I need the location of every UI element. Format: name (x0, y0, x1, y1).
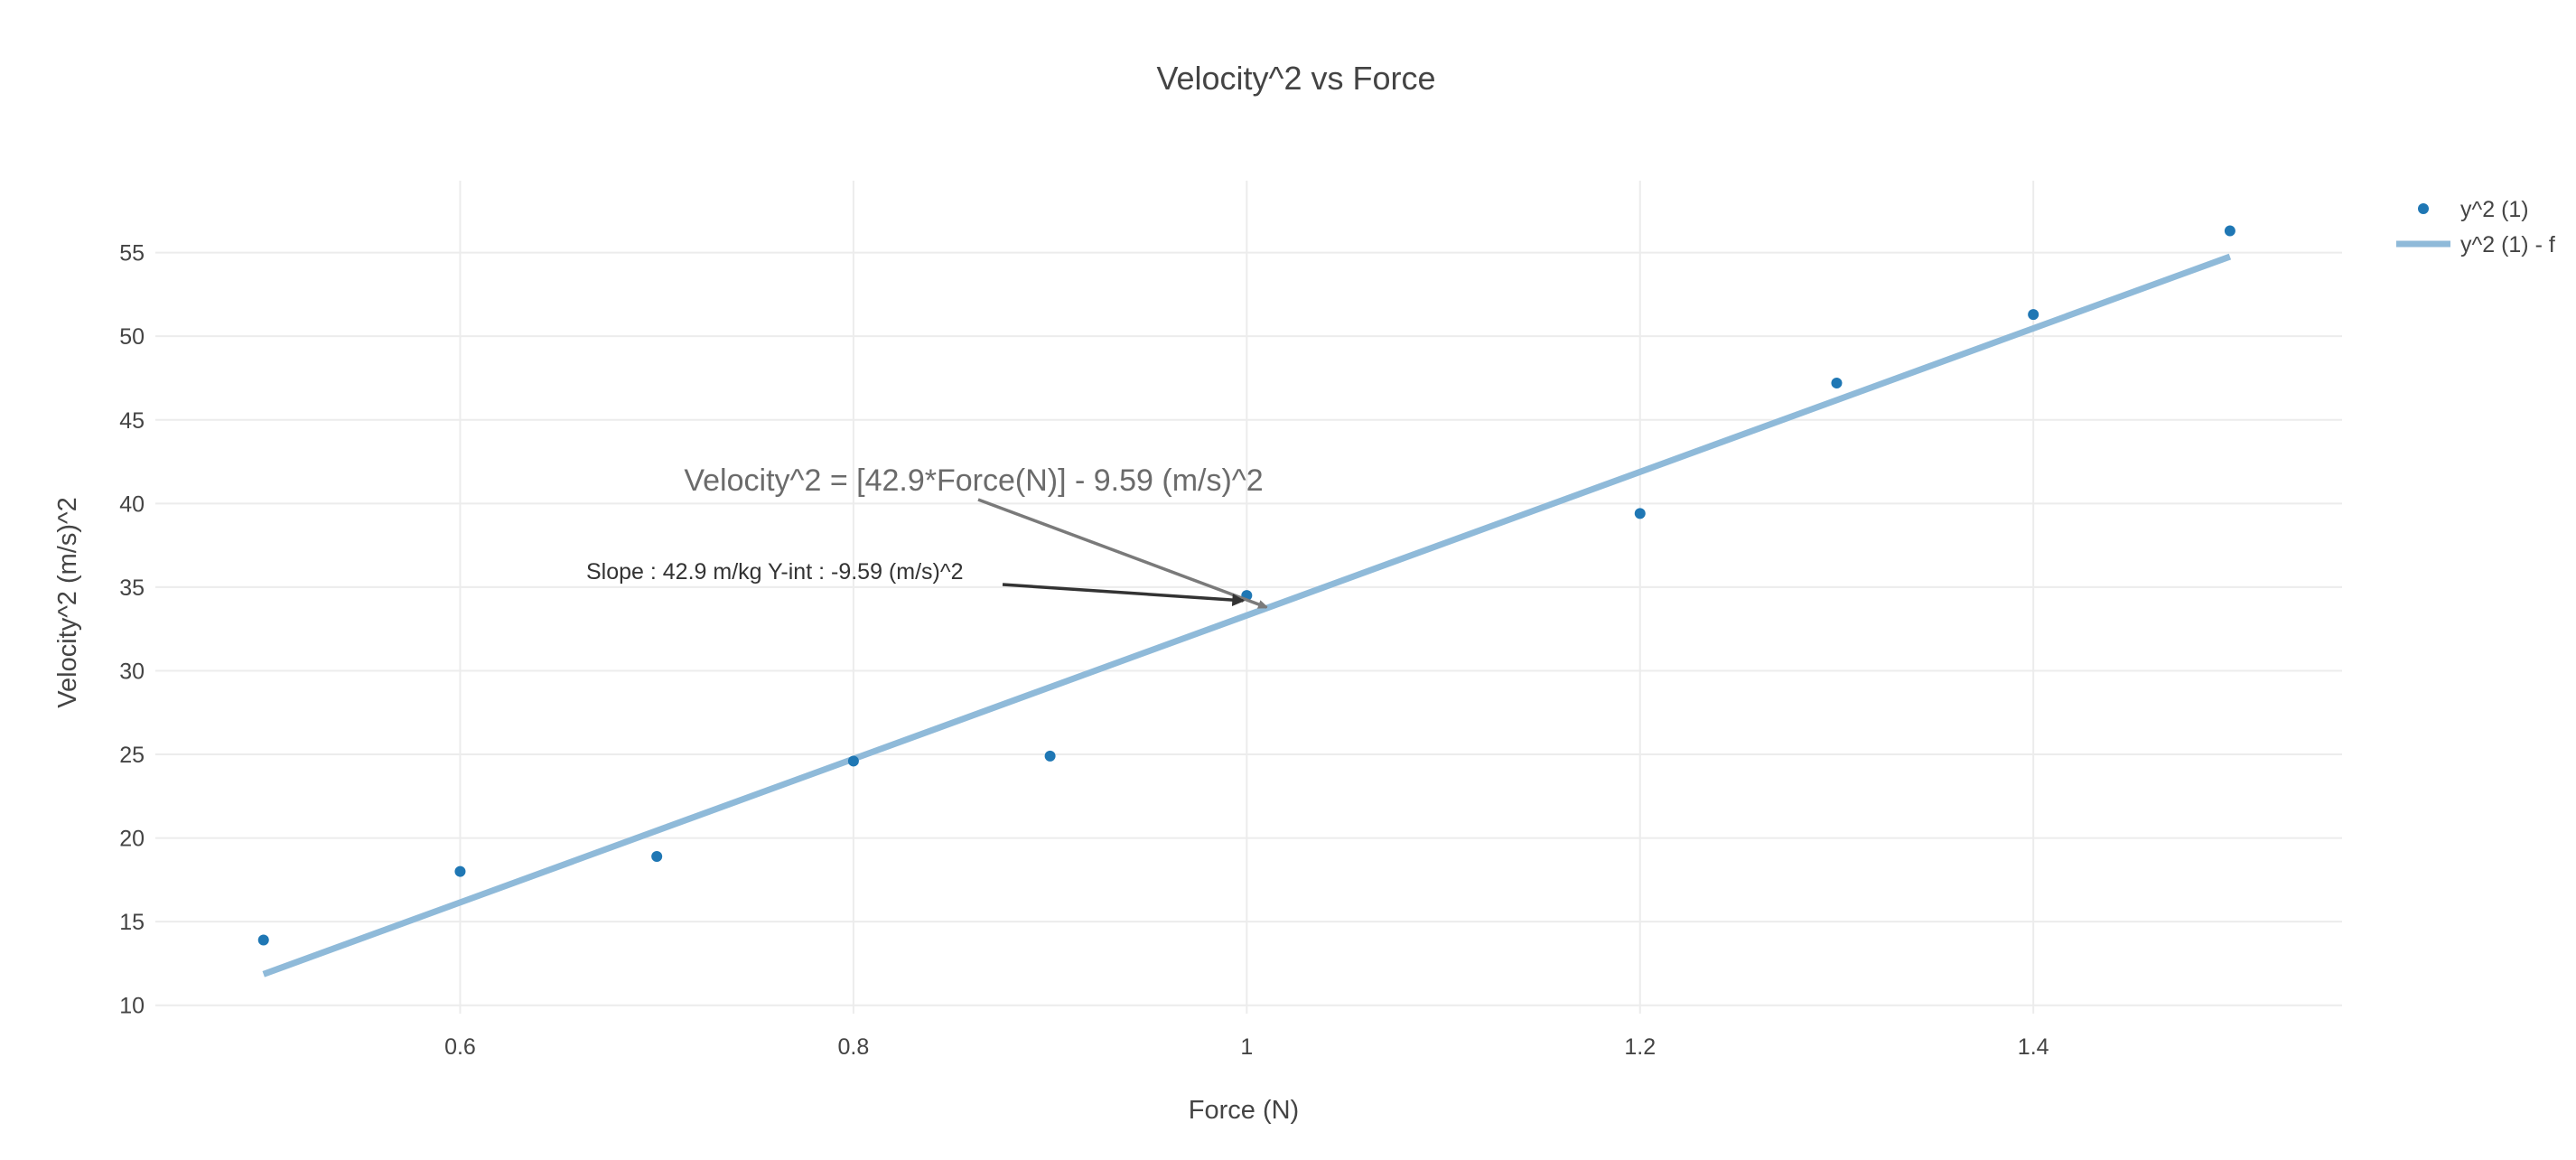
grid (155, 181, 2342, 1014)
x-tick-label: 1.2 (1624, 1034, 1656, 1060)
chart-title: Velocity^2 vs Force (1156, 60, 1435, 97)
x-tick-label: 0.8 (838, 1034, 870, 1060)
y-tick-label: 15 (119, 910, 145, 935)
y-tick-label: 55 (119, 241, 145, 267)
x-tick-label: 0.6 (444, 1034, 476, 1060)
legend-marker-points (2418, 203, 2429, 214)
data-point[interactable] (454, 865, 466, 877)
fit-line (262, 253, 2232, 978)
legend[interactable]: y^2 (1) y^2 (1) - f (2396, 197, 2555, 257)
data-points-layer (257, 225, 2235, 946)
x-axis-ticks: 0.6 0.8 1 1.2 1.4 (444, 1034, 2049, 1060)
slope-annotation: Slope : 42.9 m/kg Y-int : -9.59 (m/s)^2 (586, 559, 963, 585)
slope-arrow (1002, 583, 1246, 607)
data-point[interactable] (2224, 225, 2235, 237)
equation-arrow (977, 498, 1266, 609)
data-point[interactable] (1044, 750, 1056, 762)
legend-label-points: y^2 (1) (2460, 197, 2529, 222)
y-axis-title: Velocity^2 (m/s)^2 (53, 497, 82, 708)
data-point[interactable] (1634, 508, 1646, 519)
x-axis-title: Force (N) (1189, 1096, 1299, 1125)
data-point[interactable] (2028, 309, 2039, 321)
y-tick-label: 50 (119, 324, 145, 350)
legend-item-fit[interactable]: y^2 (1) - f (2396, 232, 2555, 257)
y-tick-label: 20 (119, 827, 145, 852)
x-tick-label: 1.4 (2018, 1034, 2049, 1060)
y-tick-label: 10 (119, 994, 145, 1019)
annotations: Velocity^2 = [42.9*Force(N)] - 9.59 (m/s… (586, 463, 1266, 609)
y-tick-label: 30 (119, 659, 145, 684)
y-tick-label: 45 (119, 408, 145, 434)
equation-annotation: Velocity^2 = [42.9*Force(N)] - 9.59 (m/s… (684, 463, 1263, 498)
x-tick-label: 1 (1240, 1034, 1253, 1060)
data-point[interactable] (847, 755, 859, 767)
y-tick-label: 35 (119, 575, 145, 601)
data-point[interactable] (651, 850, 663, 862)
y-tick-label: 40 (119, 491, 145, 517)
y-axis-ticks: 10 15 20 25 30 35 40 45 50 55 (119, 241, 145, 1019)
y-tick-label: 25 (119, 743, 145, 768)
legend-label-fit: y^2 (1) - f (2460, 232, 2555, 257)
legend-item-points[interactable]: y^2 (1) (2418, 197, 2529, 222)
data-point[interactable] (257, 934, 269, 946)
fit-line-layer (262, 253, 2232, 978)
data-point[interactable] (1831, 378, 1843, 389)
